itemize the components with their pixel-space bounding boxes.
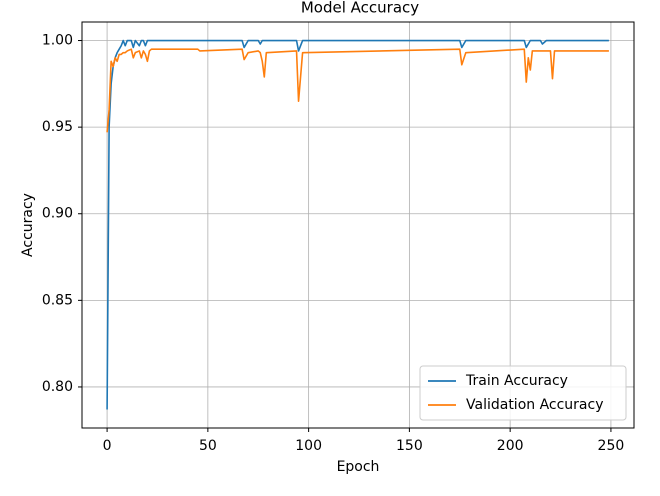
x-tick-label: 150 — [396, 438, 423, 454]
y-tick-label: 0.90 — [42, 206, 73, 222]
x-tick-label: 200 — [497, 438, 524, 454]
x-axis-label: Epoch — [337, 459, 380, 475]
legend-label: Validation Accuracy — [466, 397, 604, 413]
y-tick-label: 0.80 — [42, 379, 73, 395]
y-tick-label: 0.95 — [42, 119, 73, 135]
y-tick-label: 1.00 — [42, 33, 73, 49]
plot-frame — [81, 21, 635, 429]
x-tick-label: 100 — [295, 438, 322, 454]
x-tick-label: 50 — [199, 438, 217, 454]
legend-box — [419, 365, 627, 421]
x-tick-label: 250 — [598, 438, 625, 454]
legend-label: Train Accuracy — [465, 373, 568, 389]
x-tick-label: 0 — [103, 438, 112, 454]
series-line — [106, 48, 609, 133]
y-tick-label: 0.85 — [42, 292, 73, 308]
chart-title: Model Accuracy — [301, 0, 419, 17]
y-axis-label: Accuracy — [20, 193, 36, 257]
series-line — [106, 39, 609, 410]
